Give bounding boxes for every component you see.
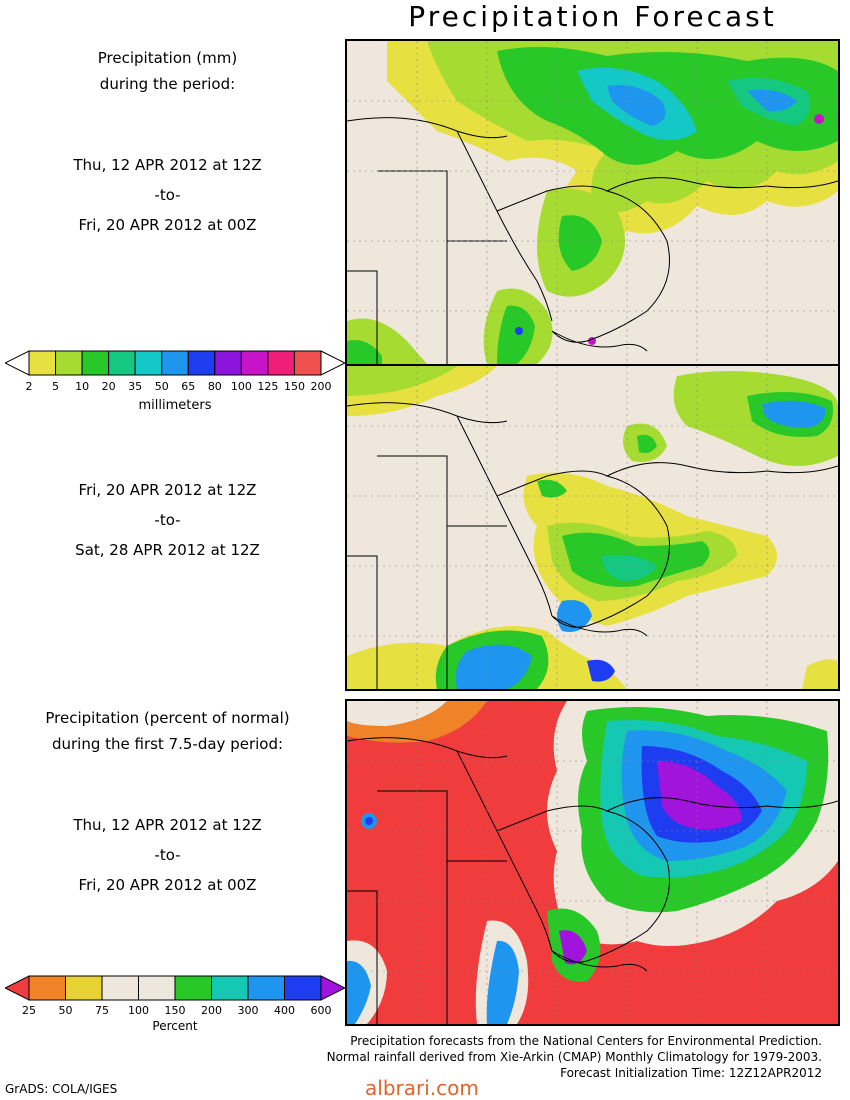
- map-panel-week2-mm: [345, 364, 840, 691]
- percent-colorbar-tick-label: 150: [164, 1004, 186, 1017]
- panel3-start-time: Thu, 12 APR 2012 at 12Z: [73, 816, 262, 834]
- mm-colorbar-tick-label: 100: [230, 380, 252, 393]
- grads-credit: GrADS: COLA/IGES: [5, 1082, 118, 1096]
- panel2-start-time: Fri, 20 APR 2012 at 12Z: [78, 481, 257, 499]
- watermark: albrari.com: [365, 1076, 479, 1100]
- credits-line2: Normal rainfall derived from Xie-Arkin (…: [326, 1050, 822, 1064]
- panel2-period: Fri, 20 APR 2012 at 12Z -to- Sat, 28 APR…: [0, 477, 335, 563]
- map-week1-graphic: [347, 41, 838, 364]
- percent-colorbar-tick-label: 200: [201, 1004, 222, 1017]
- percent-colorbar-swatch: [138, 975, 176, 1001]
- mm-colorbar-swatch: [187, 350, 216, 376]
- mm-colorbar-swatch: [214, 350, 242, 376]
- percent-colorbar-swatch: [101, 975, 139, 1001]
- percent-colorbar-graphic: [3, 975, 347, 1001]
- panel3-heading-line1: Precipitation (percent of normal): [45, 709, 290, 727]
- mm-colorbar-swatch: [55, 350, 83, 376]
- mm-colorbar-tick-label: 35: [128, 380, 143, 393]
- mm-colorbar: [3, 350, 347, 380]
- percent-colorbar-tick-label: 300: [237, 1004, 259, 1017]
- mm-colorbar-tick-label: 2: [25, 380, 33, 393]
- percent-colorbar-swatch: [247, 975, 285, 1001]
- percent-colorbar: [3, 975, 347, 1005]
- mm-units: millimeters: [138, 398, 212, 413]
- mm-colorbar-tick-label: 50: [154, 380, 169, 393]
- mm-colorbar-tick-label: 5: [52, 380, 60, 393]
- credits-line3: Forecast Initialization Time: 12Z12APR20…: [560, 1066, 822, 1080]
- panel3-period: Thu, 12 APR 2012 at 12Z -to- Fri, 20 APR…: [0, 812, 335, 898]
- mm-colorbar-arrow-low: [3, 350, 30, 376]
- percent-colorbar-swatch: [28, 975, 66, 1001]
- mm-colorbar-graphic: [3, 350, 347, 376]
- percent-colorbar-tick-label: 100: [128, 1004, 149, 1017]
- panel1-end-time: Fri, 20 APR 2012 at 00Z: [78, 216, 257, 234]
- panel2-end-time: Sat, 28 APR 2012 at 12Z: [75, 541, 260, 559]
- mm-colorbar-swatch: [81, 350, 110, 376]
- percent-colorbar-swatch: [174, 975, 212, 1001]
- mm-colorbar-tick-label: 65: [181, 380, 196, 393]
- mm-colorbar-tick-label: 200: [310, 380, 332, 393]
- panel1-start-time: Thu, 12 APR 2012 at 12Z: [73, 156, 262, 174]
- percent-colorbar-tick-label: 50: [58, 1004, 73, 1017]
- panel2-separator: -to-: [154, 511, 181, 529]
- mm-colorbar-swatch: [293, 350, 322, 376]
- percent-colorbar-swatch: [211, 975, 249, 1001]
- map-week2-graphic: [347, 366, 838, 689]
- mm-colorbar-labels: 2 5 10 20 35 50 65 80 100 125 150 200: [0, 380, 340, 396]
- percent-colorbar-labels: 25 50 75 100 150 200 300 400 600: [0, 1004, 340, 1020]
- credits-line1: Precipitation forecasts from the Nationa…: [350, 1034, 822, 1048]
- panel1-period: Thu, 12 APR 2012 at 12Z -to- Fri, 20 APR…: [0, 152, 335, 238]
- mm-colorbar-swatch: [240, 350, 269, 376]
- percent-colorbar-swatch: [65, 975, 103, 1001]
- mm-colorbar-tick-label: 80: [207, 380, 222, 393]
- mm-colorbar-swatch: [134, 350, 163, 376]
- percent-colorbar-tick-label: 600: [310, 1004, 332, 1017]
- percent-colorbar-tick-label: 25: [22, 1004, 36, 1017]
- panel3-end-time: Fri, 20 APR 2012 at 00Z: [78, 876, 257, 894]
- mm-colorbar-arrow-high: [320, 350, 347, 376]
- percent-colorbar-tick-label: 75: [95, 1004, 109, 1017]
- percent-colorbar-arrow-low: [3, 975, 30, 1001]
- panel3-heading-line2: during the first 7.5-day period:: [51, 735, 284, 753]
- panel1-heading: Precipitation (mm) during the period:: [0, 45, 335, 97]
- mm-colorbar-tick-label: 20: [101, 380, 116, 393]
- percent-colorbar-tick-label: 400: [274, 1004, 295, 1017]
- panel3-separator: -to-: [154, 846, 181, 864]
- mm-colorbar-swatch: [267, 350, 295, 376]
- panel3-heading: Precipitation (percent of normal) during…: [0, 705, 335, 757]
- percent-colorbar-arrow-high: [320, 975, 347, 1001]
- page-title: Precipitation Forecast: [408, 0, 777, 33]
- mm-colorbar-tick-label: 125: [257, 380, 279, 393]
- mm-colorbar-tick-label: 10: [75, 380, 90, 393]
- percent-units: Percent: [152, 1019, 198, 1033]
- map-panel-percent-normal: [345, 699, 840, 1026]
- panel1-heading-line2: during the period:: [99, 75, 236, 93]
- mm-colorbar-swatch: [108, 350, 136, 376]
- mm-colorbar-tick-label: 150: [283, 380, 305, 393]
- panel1-heading-line1: Precipitation (mm): [97, 49, 238, 67]
- percent-colorbar-swatch: [284, 975, 322, 1001]
- map-panel-week1-mm: [345, 39, 840, 366]
- credits: Precipitation forecasts from the Nationa…: [327, 1033, 822, 1081]
- mm-colorbar-swatch: [161, 350, 189, 376]
- panel1-separator: -to-: [154, 186, 181, 204]
- map-percent-graphic: [347, 701, 838, 1024]
- mm-colorbar-swatch: [28, 350, 57, 376]
